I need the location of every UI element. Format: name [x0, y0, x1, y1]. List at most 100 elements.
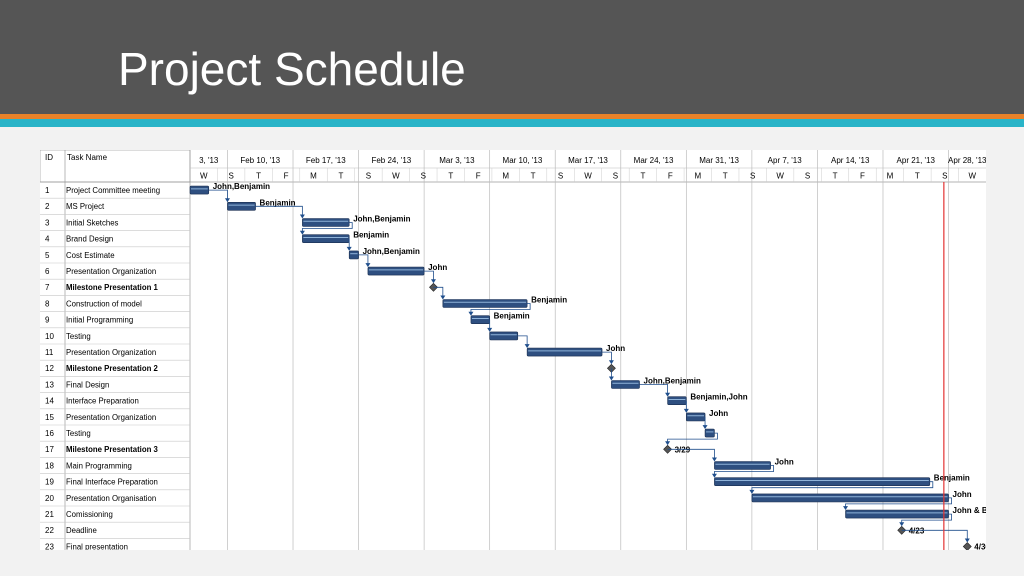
- day-label: S: [558, 172, 563, 181]
- dependency-line: [667, 432, 718, 445]
- task-bar: [348, 250, 359, 260]
- dependency-arrow: [487, 327, 493, 332]
- dependency-arrow: [299, 230, 305, 235]
- day-label: M: [887, 172, 894, 181]
- dependency-line: [517, 335, 528, 348]
- dependency-arrow: [899, 522, 905, 527]
- task-name: Testing: [66, 429, 91, 438]
- milestone-label: 4/23: [909, 526, 925, 535]
- day-label: S: [805, 172, 810, 181]
- day-label: T: [531, 172, 536, 181]
- task-id: 17: [45, 445, 54, 454]
- resource-label: Benjamin: [934, 474, 970, 483]
- task-bar: [442, 299, 528, 308]
- day-label: T: [448, 172, 453, 181]
- task-id: 1: [45, 186, 50, 195]
- dependency-line: [751, 481, 934, 493]
- gantt-svg: ID Task Name 3, '13 Feb 10, '13 Feb 17, '13 F…: [40, 150, 986, 550]
- day-label: T: [833, 172, 838, 181]
- task-bar: [526, 347, 603, 357]
- task-bar: [302, 234, 350, 243]
- dependency-line: [714, 465, 775, 477]
- task-name: Milestone Presentation 3: [66, 445, 159, 454]
- dependency-arrow: [711, 457, 717, 462]
- task-id: 11: [45, 348, 54, 357]
- task-id: 23: [45, 542, 54, 550]
- day-label: S: [229, 172, 234, 181]
- task-name: Presentation Organization: [66, 348, 156, 357]
- gantt-chart: ID Task Name 3, '13 Feb 10, '13 Feb 17, '13 F…: [40, 150, 986, 550]
- task-bar: [302, 218, 350, 227]
- task-name: Final Interface Preparation: [66, 478, 158, 487]
- task-id: 19: [45, 478, 54, 487]
- task-name: Interface Preparation: [66, 397, 139, 406]
- week-label: Apr 21, '13: [897, 156, 936, 165]
- header-task-name: Task Name: [67, 153, 108, 162]
- task-name: Presentation Organization: [66, 413, 156, 422]
- task-id: 5: [45, 251, 50, 260]
- task-bar: [189, 185, 210, 195]
- week-label: Apr 14, '13: [831, 156, 870, 165]
- day-label: T: [256, 172, 261, 181]
- header-id: ID: [45, 153, 53, 162]
- resource-label: Benjamin: [494, 312, 530, 321]
- task-bar: [714, 477, 931, 487]
- task-name: Final presentation: [66, 542, 128, 550]
- dependency-arrow: [608, 376, 614, 381]
- task-bar: [489, 331, 519, 341]
- task-name: Initial Programming: [66, 316, 133, 325]
- task-name: Cost Estimate: [66, 251, 115, 260]
- dependency-line: [358, 254, 369, 267]
- dependency-arrow: [749, 489, 755, 494]
- day-label: W: [392, 172, 400, 181]
- dependency-arrow: [440, 295, 446, 300]
- day-label: S: [942, 172, 947, 181]
- dependency-arrow: [964, 538, 970, 543]
- dependency-arrow: [843, 506, 849, 511]
- week-label: Feb 10, '13: [240, 156, 280, 165]
- task-id: 9: [45, 316, 50, 325]
- week-label: Mar 24, '13: [634, 156, 674, 165]
- task-id: 3: [45, 218, 50, 227]
- dependency-arrow: [711, 473, 717, 478]
- day-label: W: [776, 172, 784, 181]
- resource-label: John,Benjamin: [644, 377, 701, 386]
- task-name: Project Committee meeting: [66, 186, 160, 195]
- task-id: 20: [45, 494, 54, 503]
- resource-label: John,Benjamin: [213, 182, 270, 191]
- task-bar: [611, 380, 640, 389]
- task-id: 22: [45, 526, 54, 535]
- dependency-arrow: [608, 360, 614, 365]
- week-label: Apr 7, '13: [768, 156, 803, 165]
- resource-label: Benjamin,John: [690, 393, 747, 402]
- day-label: S: [366, 172, 371, 181]
- dependency-line: [639, 384, 668, 396]
- dependency-line: [433, 286, 444, 299]
- slide-header: Project Schedule: [0, 0, 1024, 114]
- week-label: 3, '13: [199, 156, 219, 165]
- week-label: Feb 24, '13: [371, 156, 411, 165]
- task-name: MS Project: [66, 202, 105, 211]
- dependency-line: [470, 303, 531, 315]
- dependency-arrow: [665, 392, 671, 397]
- milestone-label: 3/29: [675, 445, 691, 454]
- task-name: Final Design: [66, 380, 109, 389]
- slide-title: Project Schedule: [118, 43, 466, 95]
- week-label: Mar 31, '13: [699, 156, 739, 165]
- dependency-line: [602, 351, 612, 364]
- dependency-line: [255, 205, 303, 218]
- dependency-arrow: [299, 214, 305, 219]
- dependency-line: [301, 222, 353, 234]
- day-label: F: [668, 172, 673, 181]
- task-id: 7: [45, 283, 50, 292]
- day-label: S: [750, 172, 755, 181]
- task-name: Milestone Presentation 2: [66, 364, 159, 373]
- task-bar: [227, 201, 256, 211]
- task-name: Deadline: [66, 526, 97, 535]
- task-id: 8: [45, 299, 50, 308]
- dependency-line: [667, 448, 715, 461]
- task-name: Main Programming: [66, 461, 132, 470]
- day-label: W: [968, 172, 976, 181]
- day-label: M: [502, 172, 509, 181]
- task-bar: [845, 509, 949, 519]
